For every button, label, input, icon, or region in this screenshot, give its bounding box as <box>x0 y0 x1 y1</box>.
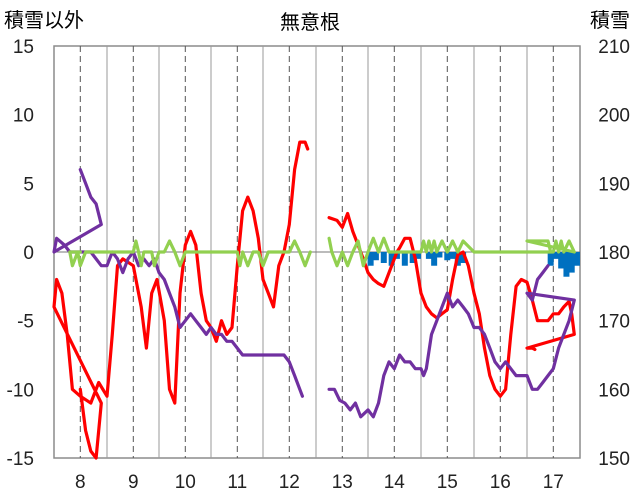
snow-bar <box>372 252 379 261</box>
chart-title: 無意根 <box>280 10 340 34</box>
series-line <box>327 211 576 398</box>
x-tick-label: 15 <box>437 472 458 493</box>
right-tick-label: 180 <box>598 243 630 264</box>
left-tick-label: 10 <box>13 106 34 127</box>
snow-bar <box>552 252 559 259</box>
snow-bar <box>380 252 387 263</box>
x-tick-label: 11 <box>227 472 247 493</box>
snow-bar <box>414 252 421 259</box>
left-tick-label: -5 <box>17 312 34 333</box>
right-tick-label: 160 <box>598 380 630 401</box>
snow-bar <box>401 252 408 266</box>
snow-bar <box>563 252 570 277</box>
x-tick-label: 8 <box>75 472 86 493</box>
snow-bar <box>547 252 554 266</box>
snow-bar <box>460 252 467 263</box>
series-line <box>327 236 576 268</box>
right-tick-label: 150 <box>598 449 630 470</box>
series-line <box>52 140 310 460</box>
right-tick-label: 200 <box>598 106 630 127</box>
x-tick-label: 12 <box>279 472 300 493</box>
snow-bar <box>449 252 456 259</box>
snow-bar <box>436 252 443 258</box>
x-tick-label: 10 <box>175 472 196 493</box>
snow-bar <box>425 252 432 259</box>
x-tick-label: 13 <box>332 472 353 493</box>
right-tick-label: 210 <box>598 37 630 58</box>
x-tick-label: 17 <box>543 472 564 493</box>
left-tick-label: -10 <box>7 380 34 401</box>
snow-bar <box>444 252 451 261</box>
x-tick-label: 16 <box>490 472 511 493</box>
snow-bar <box>431 252 438 266</box>
right-axis-label: 積雪 <box>590 8 630 32</box>
series-line <box>327 264 576 419</box>
snow-bar <box>568 252 575 273</box>
right-tick-label: 170 <box>598 312 630 333</box>
left-tick-label: 0 <box>23 243 34 264</box>
right-tick-label: 190 <box>598 174 630 195</box>
x-tick-label: 9 <box>128 472 139 493</box>
snow-bar <box>558 252 565 269</box>
snow-bar <box>388 252 395 266</box>
series-line <box>68 239 312 268</box>
left-axis-label: 積雪以外 <box>4 8 84 32</box>
left-tick-label: -15 <box>7 449 34 470</box>
left-tick-label: 5 <box>23 174 34 195</box>
snow-bar <box>367 252 374 266</box>
snow-bar <box>409 252 416 263</box>
snow-bar <box>573 252 580 266</box>
x-tick-label: 14 <box>384 472 406 493</box>
left-tick-label: 15 <box>13 37 34 58</box>
